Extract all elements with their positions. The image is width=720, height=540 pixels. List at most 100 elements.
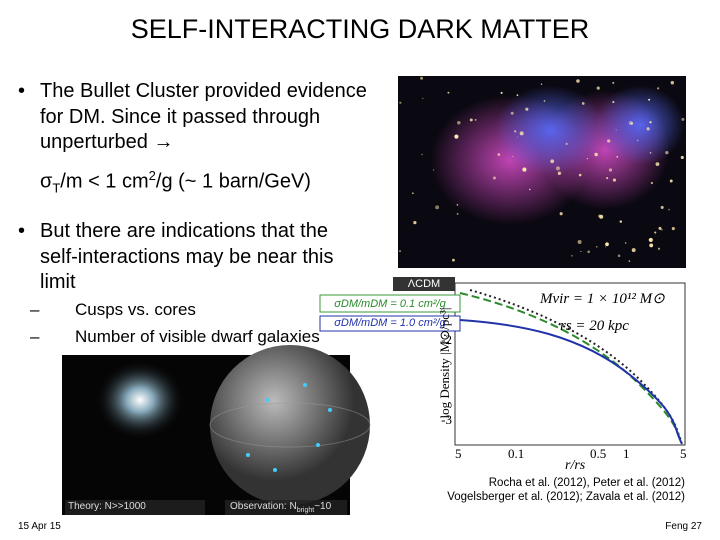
- star: [516, 136, 518, 138]
- formula-subscript: T: [52, 180, 61, 196]
- star: [497, 153, 501, 156]
- star: [631, 248, 636, 253]
- star: [514, 130, 517, 133]
- star: [657, 247, 661, 250]
- plot-annotation: Mvir = 1 × 10¹² M⊙: [540, 291, 665, 307]
- star: [581, 102, 585, 105]
- citation: Vogelsberger et al. (2012); Zavala et al…: [447, 491, 685, 503]
- star: [421, 153, 423, 156]
- x-axis-label: r/rs: [565, 458, 586, 473]
- star: [516, 94, 519, 97]
- plot-annotation: rs = 20 kpc: [560, 318, 629, 334]
- star: [576, 79, 580, 83]
- star: [661, 229, 663, 231]
- star: [420, 76, 424, 80]
- sub-bullet: Number of visible dwarf galaxies: [75, 327, 320, 346]
- x-tick-label: 0.1: [508, 446, 525, 461]
- star: [655, 162, 660, 166]
- star: [435, 205, 440, 210]
- legend-label: σDM/mDM = 0.1 cm²/g: [334, 298, 446, 310]
- star: [422, 97, 424, 99]
- footer-author-page: Feng 27: [665, 521, 702, 532]
- star: [648, 98, 651, 101]
- star: [510, 111, 514, 115]
- bullet-marker: •: [18, 80, 26, 102]
- star: [540, 83, 543, 85]
- star: [670, 81, 675, 85]
- star: [399, 101, 402, 104]
- star: [606, 177, 609, 180]
- observation-suffix: ~10: [314, 501, 332, 512]
- star: [658, 226, 662, 230]
- star: [550, 159, 555, 164]
- star: [628, 260, 631, 262]
- star: [657, 87, 660, 90]
- star: [413, 221, 417, 225]
- star: [587, 250, 591, 254]
- footer-author: Feng: [665, 521, 689, 532]
- formula: σT/m < 1 cm2/g (~ 1 barn/GeV): [40, 163, 311, 201]
- y-tick-label: -3: [441, 412, 452, 427]
- star: [669, 179, 673, 183]
- star: [596, 86, 600, 90]
- star: [454, 134, 459, 139]
- star: [469, 118, 473, 122]
- star: [565, 142, 568, 145]
- star: [456, 203, 459, 206]
- star: [616, 155, 619, 158]
- star: [577, 240, 582, 244]
- formula-superscript: 2: [148, 168, 156, 183]
- star: [557, 171, 562, 175]
- star: [500, 91, 503, 94]
- x-tick-label: 5: [680, 446, 687, 461]
- star: [452, 258, 455, 262]
- legend-label: σDM/mDM = 1.0 cm²/g: [334, 317, 446, 329]
- density-plot: [319, 276, 690, 476]
- arrow: →: [153, 131, 174, 153]
- star: [580, 250, 582, 252]
- bullet-cluster-image: [398, 76, 686, 268]
- star: [555, 166, 561, 171]
- star: [615, 129, 617, 131]
- formula-middle: /m < 1 cm: [60, 170, 149, 193]
- star: [680, 155, 684, 160]
- x-tick-label: 0.5: [590, 446, 607, 461]
- formula-end: /g (~ 1 barn/GeV): [155, 170, 311, 193]
- star: [522, 167, 527, 172]
- star: [608, 168, 613, 172]
- star: [617, 254, 621, 258]
- star: [586, 158, 588, 160]
- star: [598, 214, 601, 218]
- star: [412, 192, 414, 195]
- citation: Rocha et al. (2012), Peter et al. (2012): [488, 477, 685, 489]
- star: [649, 152, 652, 154]
- star: [625, 242, 627, 244]
- star: [628, 121, 633, 125]
- star: [671, 227, 675, 231]
- star: [637, 139, 639, 142]
- star: [646, 127, 650, 131]
- star: [612, 178, 617, 182]
- star: [648, 237, 653, 243]
- star: [612, 81, 615, 84]
- legend-label: ΛCDM: [407, 278, 441, 290]
- star: [605, 246, 607, 248]
- star: [649, 243, 654, 248]
- star: [399, 250, 401, 253]
- star: [559, 212, 563, 216]
- star: [681, 117, 685, 121]
- star: [492, 176, 496, 180]
- star: [619, 220, 622, 223]
- star: [543, 100, 546, 102]
- star: [456, 212, 459, 215]
- simulation-image: [62, 345, 371, 515]
- star: [660, 205, 664, 209]
- star: [650, 181, 653, 185]
- star: [525, 107, 529, 111]
- sub-bullet: Cusps vs. cores: [75, 300, 196, 319]
- star: [578, 173, 582, 177]
- x-tick-label: 5: [455, 446, 462, 461]
- star: [612, 101, 615, 104]
